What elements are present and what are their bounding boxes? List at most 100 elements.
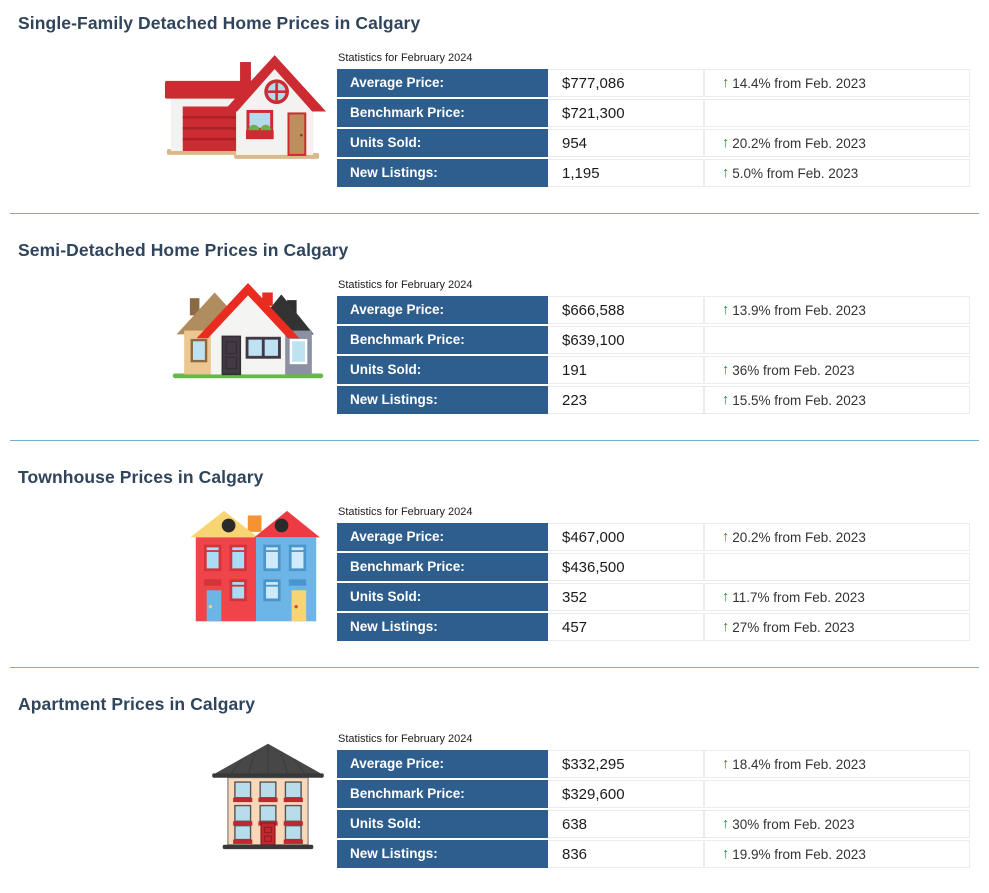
up-arrow-icon: ↑ bbox=[722, 529, 730, 545]
section-townhouse: Townhouse Prices in Calgary bbox=[0, 454, 989, 641]
stat-value: 1,195 bbox=[548, 159, 704, 187]
up-arrow-icon: ↑ bbox=[722, 165, 730, 181]
apartment-building-icon bbox=[212, 743, 324, 850]
stat-value: $777,086 bbox=[548, 69, 704, 97]
stat-label: Average Price: bbox=[337, 296, 548, 324]
stat-change bbox=[704, 780, 970, 808]
stat-change: ↑ 14.4% from Feb. 2023 bbox=[704, 69, 970, 97]
stat-change-text: 20.2% from Feb. 2023 bbox=[732, 135, 866, 151]
stat-label: New Listings: bbox=[337, 840, 548, 868]
stats-table: Average Price: $777,086 ↑ 14.4% from Feb… bbox=[337, 69, 970, 187]
stat-label: Benchmark Price: bbox=[337, 553, 548, 581]
stat-value: $721,300 bbox=[548, 99, 704, 127]
stat-change: ↑ 18.4% from Feb. 2023 bbox=[704, 750, 970, 778]
stat-label: New Listings: bbox=[337, 613, 548, 641]
stats-table: Average Price: $467,000 ↑ 20.2% from Feb… bbox=[337, 523, 970, 641]
stat-change: ↑ 30% from Feb. 2023 bbox=[704, 810, 970, 838]
stat-change: ↑ 36% from Feb. 2023 bbox=[704, 356, 970, 384]
stat-label: Units Sold: bbox=[337, 356, 548, 384]
section-divider bbox=[10, 213, 979, 214]
section-title: Semi-Detached Home Prices in Calgary bbox=[18, 240, 349, 260]
stat-value: $639,100 bbox=[548, 326, 704, 354]
stat-change-text: 13.9% from Feb. 2023 bbox=[732, 302, 866, 318]
section-divider bbox=[10, 440, 979, 441]
stat-value: 223 bbox=[548, 386, 704, 414]
stat-change-text: 36% from Feb. 2023 bbox=[732, 362, 855, 378]
stat-change-text: 19.9% from Feb. 2023 bbox=[732, 846, 866, 862]
stat-label: New Listings: bbox=[337, 386, 548, 414]
stats-caption: Statistics for February 2024 bbox=[338, 506, 473, 518]
page-content: Single-Family Detached Home Prices in Ca… bbox=[0, 0, 989, 868]
semi-detached-house-icon bbox=[172, 282, 324, 379]
stat-change-text: 15.5% from Feb. 2023 bbox=[732, 392, 866, 408]
stat-value: $467,000 bbox=[548, 523, 704, 551]
up-arrow-icon: ↑ bbox=[722, 75, 730, 91]
section-semi-detached: Semi-Detached Home Prices in Calgary Sta… bbox=[0, 227, 989, 414]
stat-label: Benchmark Price: bbox=[337, 780, 548, 808]
stat-label: Units Sold: bbox=[337, 583, 548, 611]
stat-value: 836 bbox=[548, 840, 704, 868]
stat-label: Average Price: bbox=[337, 750, 548, 778]
up-arrow-icon: ↑ bbox=[722, 619, 730, 635]
stat-change-text: 20.2% from Feb. 2023 bbox=[732, 529, 866, 545]
stat-value: $666,588 bbox=[548, 296, 704, 324]
stat-label: Units Sold: bbox=[337, 129, 548, 157]
up-arrow-icon: ↑ bbox=[722, 589, 730, 605]
stats-table: Average Price: $332,295 ↑ 18.4% from Feb… bbox=[337, 750, 970, 868]
stat-change: ↑ 19.9% from Feb. 2023 bbox=[704, 840, 970, 868]
stat-change: ↑ 11.7% from Feb. 2023 bbox=[704, 583, 970, 611]
stat-value: 352 bbox=[548, 583, 704, 611]
stat-label: Benchmark Price: bbox=[337, 326, 548, 354]
stat-label: Units Sold: bbox=[337, 810, 548, 838]
stat-value: $436,500 bbox=[548, 553, 704, 581]
stat-change: ↑ 20.2% from Feb. 2023 bbox=[704, 129, 970, 157]
section-single-family: Single-Family Detached Home Prices in Ca… bbox=[0, 0, 989, 187]
stat-change-text: 5.0% from Feb. 2023 bbox=[732, 165, 859, 181]
section-apartment: Apartment Prices in Calgary bbox=[0, 681, 989, 868]
section-title: Townhouse Prices in Calgary bbox=[18, 467, 264, 487]
stats-caption: Statistics for February 2024 bbox=[338, 52, 473, 64]
house-illustration bbox=[18, 733, 337, 859]
stat-value: $332,295 bbox=[548, 750, 704, 778]
stat-label: New Listings: bbox=[337, 159, 548, 187]
stat-value: $329,600 bbox=[548, 780, 704, 808]
stat-value: 191 bbox=[548, 356, 704, 384]
house-illustration bbox=[18, 52, 337, 163]
stat-change: ↑ 15.5% from Feb. 2023 bbox=[704, 386, 970, 414]
stat-change-text: 30% from Feb. 2023 bbox=[732, 816, 855, 832]
stat-change: ↑ 13.9% from Feb. 2023 bbox=[704, 296, 970, 324]
stat-change-text: 27% from Feb. 2023 bbox=[732, 619, 855, 635]
stat-change-text: 18.4% from Feb. 2023 bbox=[732, 756, 866, 772]
stats-caption: Statistics for February 2024 bbox=[338, 733, 473, 745]
stat-value: 954 bbox=[548, 129, 704, 157]
up-arrow-icon: ↑ bbox=[722, 135, 730, 151]
section-title: Apartment Prices in Calgary bbox=[18, 694, 256, 714]
up-arrow-icon: ↑ bbox=[722, 392, 730, 408]
single-family-house-icon bbox=[164, 55, 327, 159]
stat-change-text: 14.4% from Feb. 2023 bbox=[732, 75, 866, 91]
section-title: Single-Family Detached Home Prices in Ca… bbox=[18, 13, 421, 33]
townhouse-icon bbox=[190, 510, 320, 622]
section-divider bbox=[10, 667, 979, 668]
stat-change: ↑ 27% from Feb. 2023 bbox=[704, 613, 970, 641]
up-arrow-icon: ↑ bbox=[722, 816, 730, 832]
house-illustration bbox=[18, 279, 337, 386]
up-arrow-icon: ↑ bbox=[722, 362, 730, 378]
stats-table: Average Price: $666,588 ↑ 13.9% from Feb… bbox=[337, 296, 970, 414]
stat-value: 457 bbox=[548, 613, 704, 641]
stat-change bbox=[704, 99, 970, 127]
up-arrow-icon: ↑ bbox=[722, 756, 730, 772]
stat-label: Benchmark Price: bbox=[337, 99, 548, 127]
stat-change bbox=[704, 326, 970, 354]
stat-label: Average Price: bbox=[337, 69, 548, 97]
stat-change: ↑ 20.2% from Feb. 2023 bbox=[704, 523, 970, 551]
stat-label: Average Price: bbox=[337, 523, 548, 551]
stat-value: 638 bbox=[548, 810, 704, 838]
house-illustration bbox=[18, 506, 337, 628]
up-arrow-icon: ↑ bbox=[722, 846, 730, 862]
stats-caption: Statistics for February 2024 bbox=[338, 279, 473, 291]
stat-change-text: 11.7% from Feb. 2023 bbox=[732, 589, 865, 605]
up-arrow-icon: ↑ bbox=[722, 302, 730, 318]
stat-change: ↑ 5.0% from Feb. 2023 bbox=[704, 159, 970, 187]
stat-change bbox=[704, 553, 970, 581]
